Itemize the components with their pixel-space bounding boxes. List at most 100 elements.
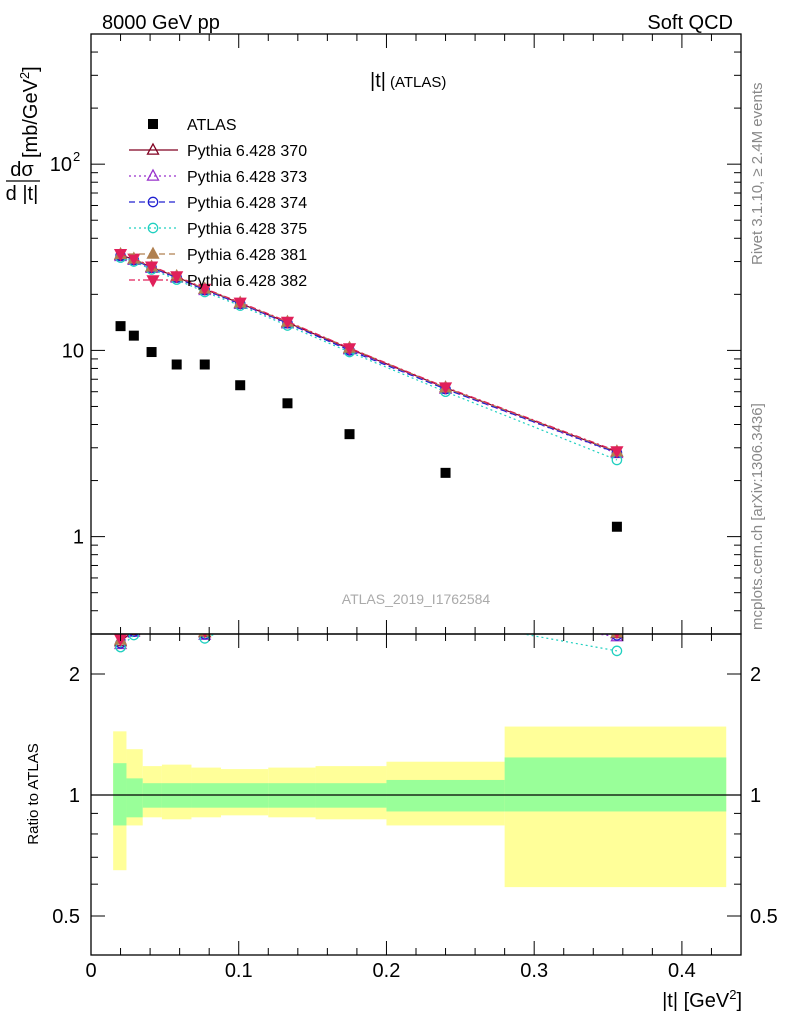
ratio-1-point-6 [282,617,293,627]
ratio-5-point-9 [614,634,620,640]
atlas-point-5 [235,380,246,391]
ratio-bands [113,726,727,888]
ratio-3-point-3 [172,607,181,616]
header-left: 8000 GeV pp [102,12,220,34]
ratio-y-label: Ratio to ATLAS [25,743,42,844]
ratio-5-point-6 [282,614,293,624]
ratio-2-point-3 [172,603,181,612]
ratio-1-point-5 [235,614,246,624]
ratio-series-group [113,599,624,657]
ratio-line-4 [120,634,129,641]
ratio-4-point-6 [282,614,293,624]
legend-label-0: ATLAS [187,117,237,134]
ratio-5-point-3 [171,600,182,610]
series-line-2 [120,255,618,454]
inner-band-9 [504,757,727,812]
ratio-3-point-6 [283,622,292,631]
ratio-3-point-2 [147,612,156,621]
atlas-point-9 [611,521,622,532]
legend-label-6: Pythia 6.428 382 [187,273,307,290]
analysis-watermark: ATLAS_2019_I1762584 [342,591,491,607]
legend: ATLAS Pythia 6.428 370 Pythia 6.428 373 Pyt… [129,117,307,290]
series-5-point-4 [198,283,212,296]
ratio-3-point-1 [128,634,140,641]
atlas-point-4 [199,359,210,370]
atlas-point-1 [128,330,139,341]
ratio-tick-label-left-1: 1 [69,785,80,807]
ratio-plot [90,599,742,956]
series-line-3 [120,257,618,461]
legend-marker-4 [147,222,159,234]
ratio-tick-label-right-2: 2 [750,664,761,686]
atlas-point-7 [344,429,355,440]
legend-marker-6 [146,275,160,288]
x-tick-label-0: 0 [85,960,96,982]
ratio-5-point-4 [202,634,208,639]
y-axis-label: dσ d |t| [mb/GeV2] [6,66,42,205]
y-tick-label-10: 10 [62,340,84,362]
legend-label-2: Pythia 6.428 373 [187,169,307,186]
legend-entry-4: Pythia 6.428 375 [129,221,307,238]
series-5-point-2 [144,261,159,274]
x-tick-label-2: 0.2 [373,960,401,982]
ratio-1-point-8 [440,608,451,618]
ratio-0-point-2 [146,606,157,616]
ratio-5-point-2 [146,606,157,616]
ratio-3-point-5 [236,618,245,627]
series-5-point-7 [342,343,357,356]
atlas-point-6 [282,398,293,409]
ratio-0-point-6 [282,615,293,625]
atlas-point-3 [171,359,182,370]
legend-marker-5 [146,246,160,259]
ratio-3-point-9 [611,645,623,657]
series-5-point-3 [170,271,184,284]
ratio-2-point-1 [129,634,139,637]
ratio-0-point-1 [127,634,141,636]
ratio-4-point-1 [127,634,141,635]
y-tick-label-100-exp: 2 [73,149,80,164]
x-tick-label-3: 0.3 [520,960,548,982]
ratio-1-point-7 [344,606,355,616]
ratio-0-point-5 [235,612,246,622]
ratio-2-point-2 [147,608,156,617]
y-tick-label-100: 10 [50,154,72,176]
legend-marker-0 [148,119,158,129]
inner-band-1 [126,778,143,818]
ratio-4-point-5 [235,611,246,621]
ratio-2-point-7 [345,610,354,619]
legend-marker-2 [146,168,160,181]
plot-title: |t| (ATLAS) [370,70,446,92]
series-line-5 [120,253,618,452]
ratio-1-point-2 [146,608,157,618]
legend-label-5: Pythia 6.428 381 [187,247,307,264]
mcplots-label: mcplots.cern.ch [arXiv:1306.3436] [749,403,766,630]
ratio-line-1 [120,634,617,645]
ratio-5-point-1 [132,634,135,636]
ratio-line-0 [120,634,617,643]
legend-entry-1: Pythia 6.428 370 [129,142,307,160]
series-5-point-5 [233,297,247,310]
ratio-2-point-5 [236,614,245,623]
ratio-tick-label-left-2: 2 [69,664,80,686]
mc-series-group [113,246,624,532]
inner-band-0 [113,763,127,826]
x-axis-label: |t| [GeV2] [662,987,742,1012]
ratio-1-point-3 [171,602,182,612]
ratio-4-point-3 [171,599,182,609]
legend-entry-3: Pythia 6.428 374 [129,195,307,212]
legend-marker-1 [146,142,160,155]
legend-entry-0: ATLAS [148,117,237,134]
ratio-tick-label-right-1: 1 [750,785,761,807]
legend-entry-5: Pythia 6.428 381 [129,246,307,264]
legend-label-4: Pythia 6.428 375 [187,221,307,238]
ratio-tick-label-left-0: 0.5 [52,906,80,928]
y-tick-label-1: 1 [73,527,84,549]
atlas-point-2 [146,347,157,358]
ratio-5-point-5 [235,612,246,622]
atlas-point-0 [115,321,126,332]
legend-marker-3 [147,196,159,208]
y-label-unit: [mb/GeV2] [17,66,42,158]
legend-entry-2: Pythia 6.428 373 [129,168,307,186]
